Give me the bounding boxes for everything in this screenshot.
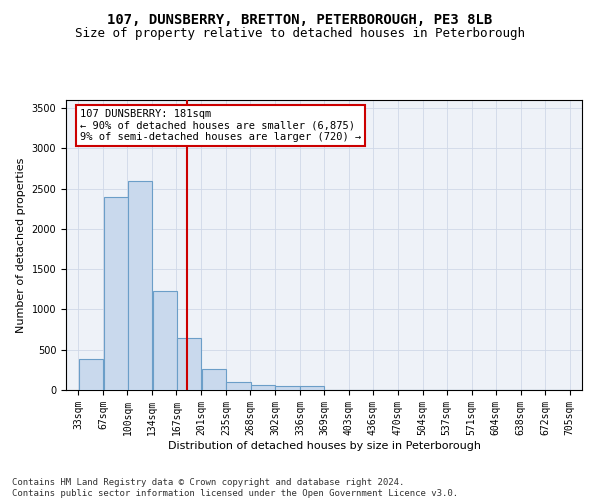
Bar <box>275 386 299 390</box>
Bar <box>226 382 251 390</box>
Bar <box>128 180 152 390</box>
Bar <box>202 370 226 390</box>
Bar <box>79 358 103 390</box>
Text: Size of property relative to detached houses in Peterborough: Size of property relative to detached ho… <box>75 28 525 40</box>
Bar <box>177 338 201 390</box>
Bar <box>300 386 325 390</box>
Bar <box>152 291 177 390</box>
X-axis label: Distribution of detached houses by size in Peterborough: Distribution of detached houses by size … <box>167 440 481 450</box>
Bar <box>104 196 128 390</box>
Text: Contains HM Land Registry data © Crown copyright and database right 2024.
Contai: Contains HM Land Registry data © Crown c… <box>12 478 458 498</box>
Text: 107 DUNSBERRY: 181sqm
← 90% of detached houses are smaller (6,875)
9% of semi-de: 107 DUNSBERRY: 181sqm ← 90% of detached … <box>80 109 361 142</box>
Y-axis label: Number of detached properties: Number of detached properties <box>16 158 26 332</box>
Bar <box>251 385 275 390</box>
Text: 107, DUNSBERRY, BRETTON, PETERBOROUGH, PE3 8LB: 107, DUNSBERRY, BRETTON, PETERBOROUGH, P… <box>107 12 493 26</box>
